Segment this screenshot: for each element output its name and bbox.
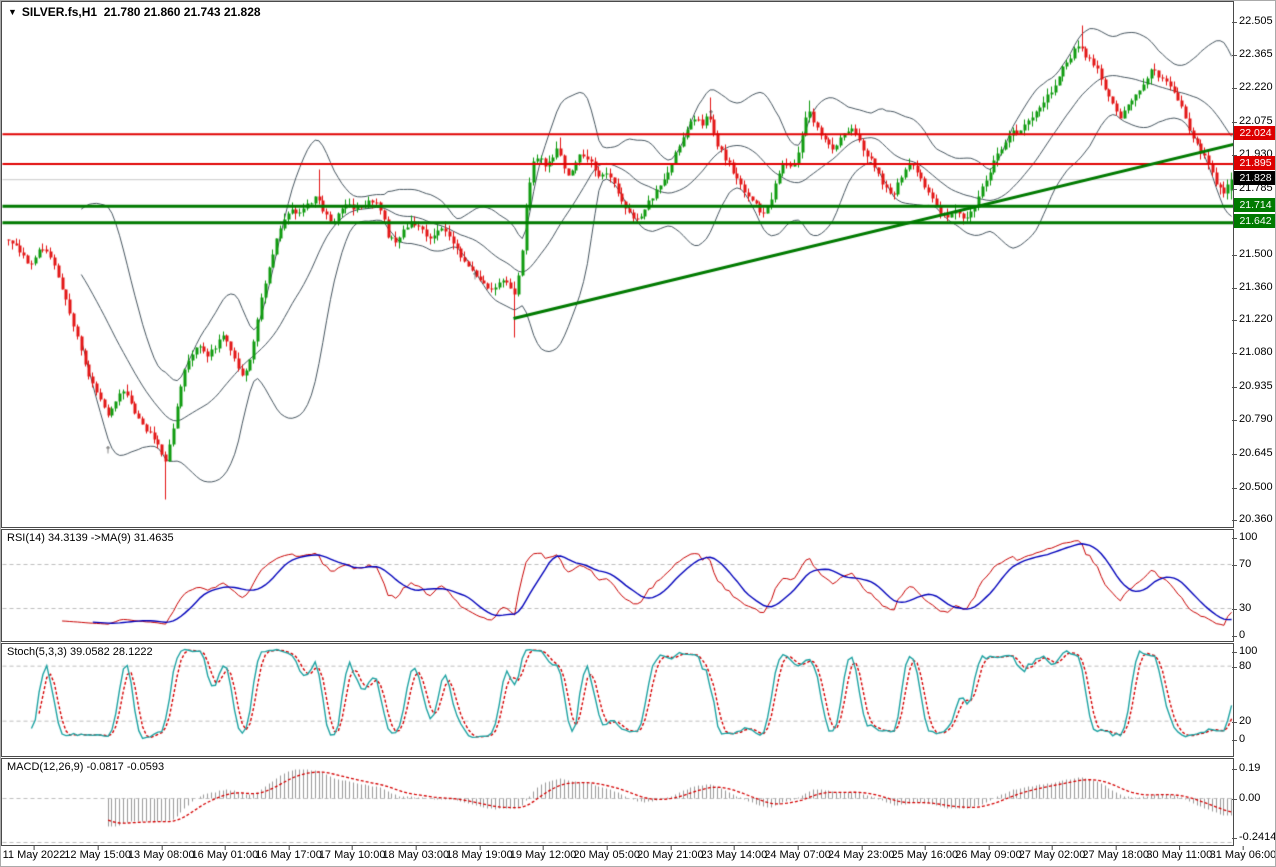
- price-chart-panel[interactable]: ▼ SILVER.fs,H1 21.780 21.860 21.743 21.82…: [1, 1, 1234, 528]
- stoch-scale-label: 0: [1231, 733, 1246, 745]
- price-tick-label: 21.500: [1232, 248, 1273, 261]
- price-badge: 21.895: [1234, 155, 1275, 170]
- price-tick-label: 20.935: [1232, 379, 1273, 392]
- price-tick-label: 20.645: [1232, 446, 1273, 459]
- time-tick-label: 20 May 05:00: [573, 846, 640, 861]
- rsi-canvas[interactable]: [2, 530, 1233, 641]
- price-tick-label: 21.360: [1232, 280, 1273, 293]
- stochastic-label: Stoch(5,3,3) 39.0582 28.1222: [7, 646, 153, 658]
- macd-scale-label: -0.2414: [1231, 830, 1276, 843]
- chart-title: ▼ SILVER.fs,H1 21.780 21.860 21.743 21.82…: [8, 5, 261, 19]
- price-tick-label: 22.365: [1232, 47, 1273, 60]
- price-tick-label: 20.500: [1232, 480, 1273, 493]
- time-tick-label: 24 May 23:00: [827, 846, 895, 861]
- chart-ohlc-values: 21.780 21.860 21.743 21.828: [103, 5, 261, 19]
- time-tick-label: 27 May 18:00: [1082, 846, 1150, 861]
- time-tick-label: 18 May 19:00: [446, 846, 513, 861]
- stochastic-indicator-panel[interactable]: Stoch(5,3,3) 39.0582 28.1222: [1, 643, 1234, 757]
- stoch-scale-label: 20: [1231, 714, 1252, 727]
- price-tick-label: 20.360: [1232, 513, 1273, 525]
- time-tick-label: 26 May 09:00: [955, 846, 1022, 861]
- time-tick-label: 18 May 03:00: [382, 846, 450, 861]
- time-tick-label: 16 May 01:00: [191, 846, 259, 861]
- time-tick-label: 30 May 11:00: [1146, 846, 1213, 861]
- time-tick-label: 19 May 12:00: [509, 846, 577, 861]
- price-tick-label: 22.075: [1232, 114, 1273, 127]
- price-tick-label: 22.220: [1232, 81, 1273, 94]
- price-badge: 22.024: [1234, 125, 1275, 140]
- time-axis[interactable]: 11 May 2022 12 May 15:00 13 May 08:00 16 Ma…: [1, 846, 1276, 866]
- chart-symbol-period: SILVER.fs,H1: [21, 5, 98, 19]
- macd-scale-label: 0.19: [1231, 761, 1261, 774]
- rsi-scale-label: 0: [1231, 629, 1246, 641]
- price-badge: 21.642: [1234, 214, 1275, 229]
- macd-canvas[interactable]: [2, 759, 1233, 845]
- price-tick-label: 22.505: [1232, 15, 1273, 27]
- time-tick-label: 27 May 02:00: [1018, 846, 1086, 861]
- rsi-label: RSI(14) 34.3139 ->MA(9) 31.4635: [7, 532, 174, 544]
- time-tick-label: 25 May 16:00: [891, 846, 959, 861]
- rsi-indicator-panel[interactable]: RSI(14) 34.3139 ->MA(9) 31.4635: [1, 529, 1234, 642]
- macd-indicator-panel[interactable]: MACD(12,26,9) -0.0817 -0.0593: [1, 758, 1234, 846]
- time-tick-label: 12 May 15:00: [64, 846, 131, 861]
- time-tick-label: 23 May 14:00: [700, 846, 768, 861]
- time-tick-label: 13 May 08:00: [127, 846, 195, 861]
- price-tick-label: 20.790: [1232, 413, 1273, 426]
- macd-scale-label: 0.00: [1231, 792, 1261, 804]
- time-tick-label: 31 May 06:00: [1209, 846, 1276, 861]
- rsi-scale-label: 30: [1231, 602, 1252, 614]
- macd-label: MACD(12,26,9) -0.0817 -0.0593: [7, 761, 165, 773]
- time-tick-label: 16 May 17:00: [255, 846, 322, 861]
- rsi-scale-label: 70: [1231, 558, 1252, 570]
- rsi-scale-label: 100: [1231, 531, 1258, 543]
- stoch-scale-label: 80: [1231, 659, 1252, 672]
- time-tick-label: 24 May 07:00: [764, 846, 831, 861]
- time-tick-label: 11 May 2022: [2, 846, 66, 861]
- price-tick-label: 21.080: [1232, 345, 1273, 358]
- stochastic-canvas[interactable]: [2, 644, 1233, 756]
- price-tick-label: 21.220: [1232, 313, 1273, 326]
- time-tick-label: 17 May 10:00: [318, 846, 386, 861]
- chart-dropdown-icon[interactable]: ▼: [8, 7, 17, 17]
- price-badge: 21.714: [1234, 197, 1275, 212]
- time-tick-label: 20 May 21:00: [636, 846, 704, 861]
- stoch-scale-label: 100: [1231, 645, 1258, 657]
- price-badge: 21.828: [1234, 171, 1275, 186]
- price-chart-canvas[interactable]: [2, 2, 1233, 527]
